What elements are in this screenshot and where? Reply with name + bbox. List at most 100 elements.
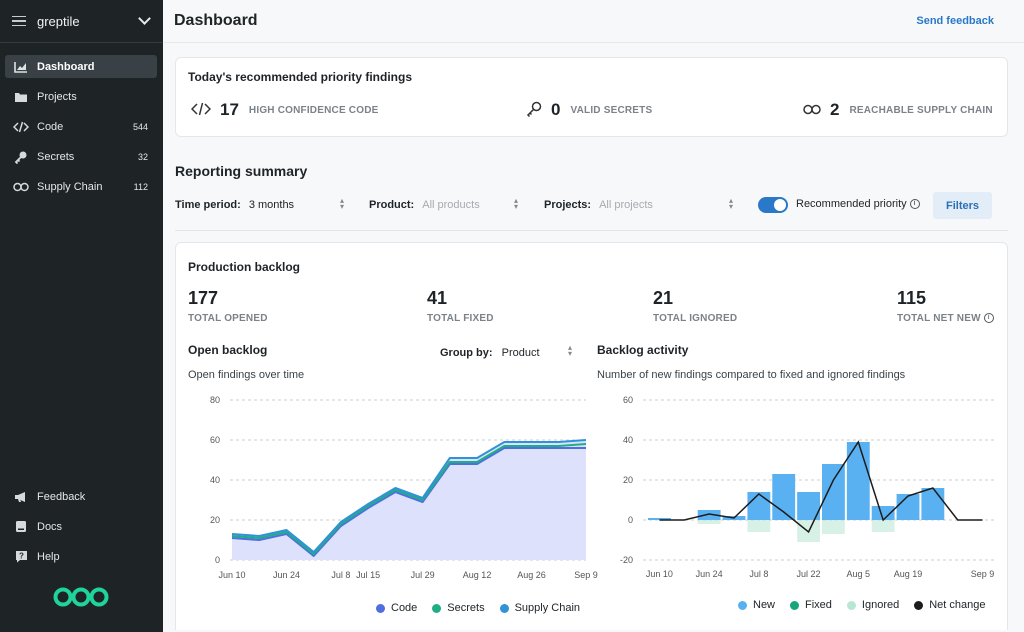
x-tick-label: Jun 10 [218,570,245,580]
bar-new [822,464,845,520]
bar-new [871,506,895,520]
sidebar-item-supply-chain[interactable]: Supply Chain 112 [5,175,157,198]
y-tick-label: 60 [623,395,633,405]
time-period-label: Time period: [175,199,241,211]
key-icon [13,150,29,164]
hamburger-menu-icon[interactable] [12,15,26,27]
select-arrows-icon[interactable]: ▴ ▾ [729,196,734,211]
megaphone-icon [13,490,29,504]
x-tick-label: Jun 24 [696,569,723,579]
series-line-supply-chain [231,439,587,553]
legend-item-net-change[interactable]: Net change [914,599,986,611]
sidebar-item-count: 32 [137,151,148,162]
sidebar-item-count: 544 [132,121,148,132]
stat-value: 17 [220,100,239,119]
bar-new [921,488,945,520]
info-icon[interactable]: i [909,199,920,210]
legend-label: Net change [929,599,986,611]
y-tick-label: -20 [620,555,633,565]
bar-ignored [697,520,721,524]
recommended-findings-title: Today's recommended priority findings [188,70,412,84]
folder-icon [13,90,29,104]
stat-reachable-supply-chain[interactable]: 2 REACHABLE SUPPLY CHAIN [803,100,993,120]
bar-new [747,492,771,520]
legend-item-supply-chain[interactable]: Supply Chain [499,602,580,614]
legend-label: Code [391,602,418,614]
legend-item-fixed[interactable]: Fixed [790,599,832,611]
stat-value: 0 [551,100,561,119]
y-tick-label: 0 [628,515,633,525]
link-icon [803,102,821,118]
projects-select[interactable]: Projects: All projects [544,199,653,211]
x-tick-label: Aug 12 [463,570,492,580]
chart-icon [13,60,29,74]
product-select[interactable]: Product: All products [369,199,480,211]
metric-total-fixed: 41 TOTAL FIXED [427,288,494,324]
recommended-priority-toggle[interactable] [758,197,788,213]
group-by-select[interactable]: Group by: Product ▴ ▾ [440,344,572,360]
sidebar-item-feedback[interactable]: Feedback [5,485,157,508]
open-backlog-legend: Code Secrets Supply Chain [376,602,595,614]
x-tick-label: Aug 5 [847,569,871,579]
code-icon [190,102,212,119]
code-icon [13,120,29,134]
time-period-select[interactable]: Time period: 3 months [175,199,294,211]
metric-total-net-new: 115 TOTAL NET NEW i [897,288,994,324]
backlog-activity-title: Backlog activity [597,343,689,357]
metric-total-ignored: 21 TOTAL IGNORED [653,288,737,324]
metric-label: TOTAL OPENED [188,313,268,324]
info-icon[interactable]: i [983,313,994,324]
select-arrows-icon[interactable]: ▴ ▾ [568,343,573,358]
series-line-net-change [659,440,983,534]
sidebar-item-label: Docs [37,520,63,533]
sidebar-item-code[interactable]: Code 544 [5,115,157,138]
metric-value: 115 [897,288,927,308]
series-line-secrets [231,443,587,555]
sidebar-item-dashboard[interactable]: Dashboard [5,55,157,78]
metric-value: 177 [188,288,219,308]
metric-total-opened: 177 TOTAL OPENED [188,288,268,324]
sidebar: greptile Dashboard Projects Code 544 Sec… [0,0,163,632]
recommended-priority-label-wrap: Recommended priority i [796,198,920,210]
select-arrows-icon[interactable]: ▴ ▾ [340,196,345,211]
chevron-down-icon[interactable] [138,12,151,25]
bar-ignored [822,520,845,534]
sidebar-item-secrets[interactable]: Secrets 32 [5,145,157,168]
stat-high-confidence-code[interactable]: 17 HIGH CONFIDENCE CODE [190,100,379,120]
select-arrows-icon[interactable]: ▴ ▾ [514,196,519,211]
metric-value: 41 [427,288,448,308]
legend-dot [738,600,747,610]
sidebar-item-label: Supply Chain [37,180,103,193]
legend-item-ignored[interactable]: Ignored [846,599,899,611]
legend-item-new[interactable]: New [738,599,775,611]
page-title: Dashboard [174,12,258,29]
projects-placeholder: All projects [599,199,653,211]
sidebar-item-count: 112 [133,181,148,192]
legend-item-code[interactable]: Code [376,602,417,614]
sidebar-item-help[interactable]: ? Help [5,545,157,568]
filters-row: Time period: 3 months ▴ ▾ Product: All pr… [175,192,1008,222]
backlog-activity-chart: -20 0 20 40 60 Jun 10 Jun 24 Jul 8 Jul 22 Aug 5 Au… [620,395,995,579]
sidebar-item-label: Projects [37,90,77,103]
metric-label: TOTAL FIXED [427,313,494,324]
sidebar-item-docs[interactable]: Docs [5,515,157,538]
stat-label: HIGH CONFIDENCE CODE [248,104,379,116]
group-by-value: Product [501,347,540,359]
org-switcher[interactable]: greptile [0,0,163,43]
sidebar-item-projects[interactable]: Projects [5,85,157,108]
stat-valid-secrets[interactable]: 0 VALID SECRETS [526,100,652,120]
top-bar: Dashboard Send feedback [163,0,1024,43]
send-feedback-link[interactable]: Send feedback [916,15,994,27]
bar-new [648,518,671,520]
filters-button[interactable]: Filters [933,192,992,219]
svg-text:?: ? [19,552,24,561]
legend-item-secrets[interactable]: Secrets [432,602,485,614]
stat-label: REACHABLE SUPPLY CHAIN [849,104,993,116]
key-icon [526,101,542,120]
x-tick-label: Sep 9 [574,570,598,580]
bar-new [797,492,820,520]
x-tick-label: Jul 8 [749,569,768,579]
area-fill [232,440,586,560]
stat-label: VALID SECRETS [570,104,653,116]
help-icon: ? [13,550,29,564]
